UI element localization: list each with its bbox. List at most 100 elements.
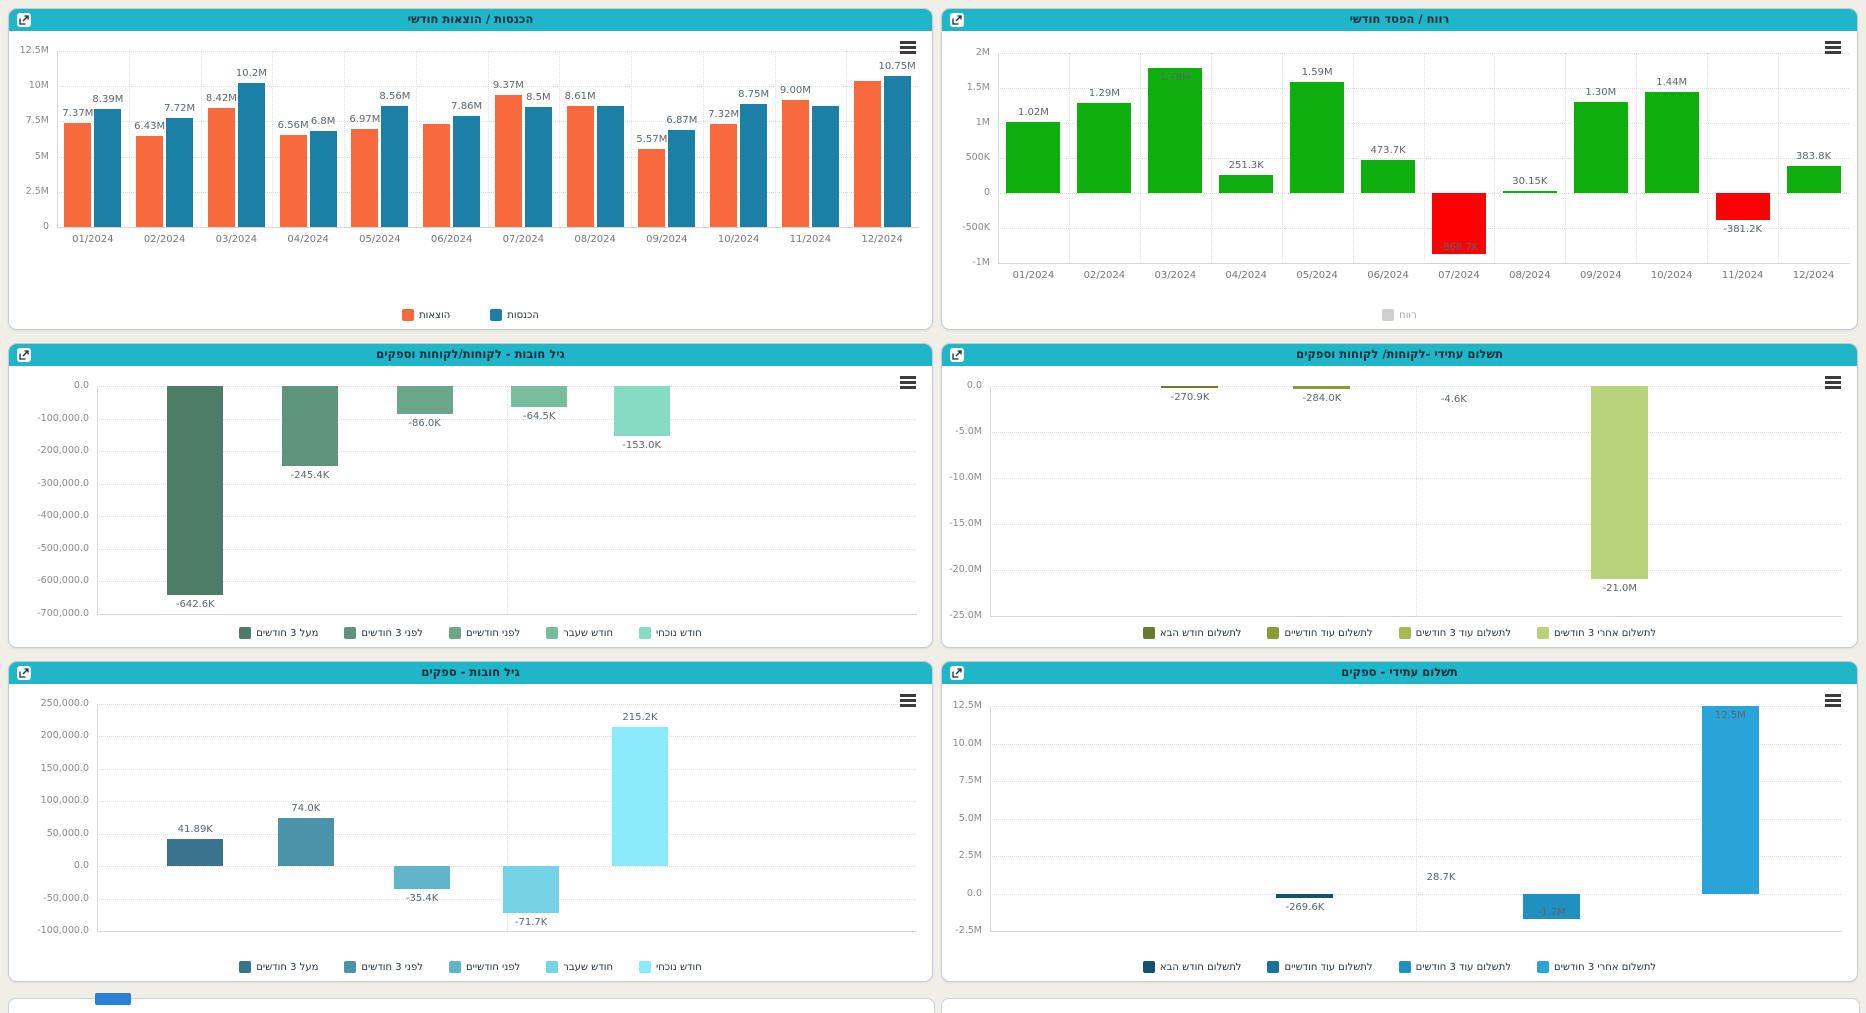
bar-2[interactable] (1523, 893, 1581, 919)
legend-item[interactable]: הוצאות (402, 309, 450, 321)
open-in-new-icon[interactable] (950, 348, 964, 362)
legend-item[interactable]: לפני 3 חודשים (344, 627, 423, 639)
bar-1[interactable] (281, 386, 338, 466)
open-in-new-icon[interactable] (17, 13, 31, 27)
context-menu-icon[interactable] (1825, 41, 1841, 54)
bar-3[interactable] (1591, 386, 1649, 580)
legend-item[interactable]: לתשלום עוד חודשיים (1267, 961, 1373, 973)
legend-item[interactable]: לתשלום אחרי 3 חודשים (1537, 961, 1656, 973)
bar-series0-3[interactable] (279, 134, 307, 227)
bar-1[interactable] (1077, 102, 1132, 193)
legend-label: הכנסות (507, 309, 539, 321)
context-menu-icon[interactable] (900, 376, 916, 389)
bar-10[interactable] (1715, 193, 1770, 220)
context-menu-icon[interactable] (1825, 694, 1841, 707)
legend-swatch (239, 961, 252, 973)
bar-series1-5[interactable] (453, 116, 481, 227)
open-in-new-icon[interactable] (17, 348, 31, 362)
y-tick-label: -1M (972, 257, 990, 268)
legend-item[interactable]: לתשלום חודש הבא (1142, 627, 1241, 639)
open-in-new-icon[interactable] (950, 13, 964, 27)
legend-item[interactable]: מעל 3 חודשים (239, 961, 318, 973)
bar-series0-11[interactable] (853, 80, 881, 227)
legend-item[interactable]: לפני חודשיים (448, 627, 520, 639)
bar-label: 74.0K (291, 803, 321, 815)
bar-series0-6[interactable] (494, 95, 522, 227)
bar-label: 6.56M (277, 119, 309, 131)
context-menu-icon[interactable] (1825, 376, 1841, 389)
bar-2[interactable] (1148, 67, 1203, 193)
legend-label: לתשלום אחרי 3 חודשים (1554, 961, 1657, 973)
bar-3[interactable] (1219, 175, 1274, 193)
bar-3[interactable] (503, 866, 560, 913)
bar-series1-3[interactable] (309, 131, 337, 227)
legend-item[interactable]: מעל 3 חודשים (239, 627, 318, 639)
bar-series0-8[interactable] (638, 148, 666, 227)
bar-series1-1[interactable] (166, 118, 194, 227)
bar-1[interactable] (1293, 386, 1351, 389)
bar-series0-5[interactable] (423, 123, 451, 227)
bar-0[interactable] (1006, 121, 1061, 193)
bar-series0-1[interactable] (136, 136, 164, 227)
bar-7[interactable] (1502, 190, 1557, 193)
context-menu-icon[interactable] (900, 694, 916, 707)
bar-series1-7[interactable] (596, 105, 624, 227)
gridline (97, 614, 916, 615)
bar-0[interactable] (167, 838, 224, 867)
bar-series1-6[interactable] (524, 107, 552, 227)
legend-item[interactable]: חודש שעבר (546, 961, 613, 973)
bar-3[interactable] (1701, 706, 1759, 894)
bar-3[interactable] (511, 386, 568, 407)
bar-6[interactable] (1431, 193, 1486, 254)
bar-series1-11[interactable] (883, 75, 911, 227)
legend-item[interactable]: חודש נוכחי (639, 627, 702, 639)
legend-item[interactable]: לתשלום עוד חודשיים (1267, 627, 1373, 639)
bar-9[interactable] (1644, 92, 1699, 193)
legend-item[interactable]: לתשלום חודש הבא (1142, 961, 1241, 973)
open-in-new-icon[interactable] (950, 666, 964, 680)
bar-4[interactable] (611, 726, 668, 867)
bar-series0-9[interactable] (710, 123, 738, 227)
open-in-new-icon[interactable] (17, 666, 31, 680)
bar-series1-0[interactable] (94, 108, 122, 227)
gridline-vertical (415, 51, 417, 227)
bar-2[interactable] (394, 866, 451, 890)
bar-label: 473.7K (1370, 144, 1406, 156)
bar-series1-10[interactable] (811, 105, 839, 227)
bar-8[interactable] (1573, 102, 1628, 193)
x-axis-label: 04/2024 (1225, 270, 1267, 281)
bar-0[interactable] (1161, 386, 1219, 389)
bar-series0-4[interactable] (351, 128, 379, 227)
bar-label: 383.8K (1795, 151, 1832, 163)
legend: הוצאות הכנסות (9, 309, 932, 321)
bar-1[interactable] (277, 818, 334, 867)
bar-11[interactable] (1786, 166, 1841, 193)
legend-item[interactable]: הכנסות (490, 309, 539, 321)
bar-label: 1.44M (1656, 77, 1688, 89)
panel-header: גיל חובות - ספקים (9, 662, 932, 684)
bar-2[interactable] (396, 386, 453, 414)
legend-item[interactable]: לפני 3 חודשים (344, 961, 423, 973)
bar-series0-7[interactable] (566, 105, 594, 227)
legend-item[interactable]: חודש שעבר (546, 627, 613, 639)
legend-item[interactable]: רווח (1382, 309, 1417, 321)
bar-0[interactable] (1276, 893, 1334, 898)
legend-item[interactable]: לתשלום עוד 3 חודשים (1398, 627, 1511, 639)
legend-item[interactable]: חודש נוכחי (639, 961, 702, 973)
bar-series0-2[interactable] (207, 108, 235, 227)
bar-4[interactable] (613, 386, 670, 436)
bar-0[interactable] (167, 386, 224, 596)
bar-series0-10[interactable] (781, 100, 809, 227)
legend-item[interactable]: לתשלום עוד 3 חודשים (1398, 961, 1511, 973)
bar-series1-9[interactable] (740, 103, 768, 227)
legend-item[interactable]: לפני חודשיים (448, 961, 520, 973)
bar-series0-0[interactable] (64, 123, 92, 227)
bar-label: 12.5M (1714, 710, 1746, 721)
legend-item[interactable]: לתשלום אחרי 3 חודשים (1537, 627, 1656, 639)
bar-series1-2[interactable] (237, 83, 265, 227)
bar-5[interactable] (1361, 159, 1416, 193)
bar-4[interactable] (1290, 81, 1345, 193)
context-menu-icon[interactable] (900, 41, 916, 54)
bar-series1-8[interactable] (668, 130, 696, 227)
bar-series1-4[interactable] (381, 106, 409, 227)
